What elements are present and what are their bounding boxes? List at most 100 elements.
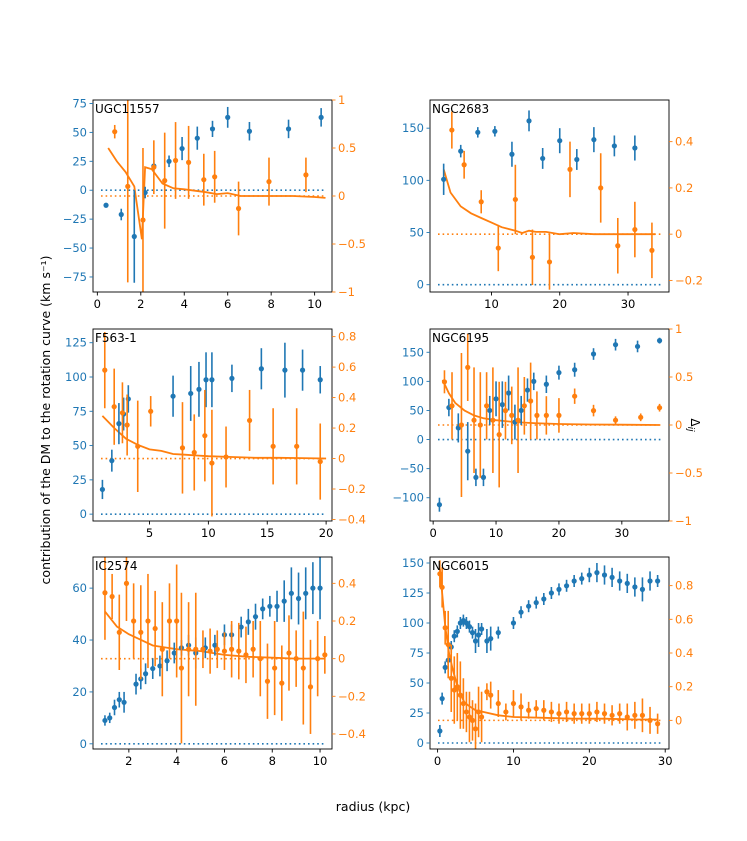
blue-data-point (194, 135, 200, 141)
orange-data-point (471, 417, 477, 423)
orange-data-point (647, 717, 653, 723)
orange-data-point (193, 646, 199, 652)
orange-data-point (466, 714, 473, 720)
orange-data-point (116, 629, 122, 635)
right-y-tick-label: 0.5 (675, 370, 693, 384)
blue-data-point (288, 590, 294, 596)
blue-data-point (465, 448, 471, 454)
x-tick-label: 8 (267, 297, 274, 311)
orange-data-point (109, 593, 115, 600)
orange-data-point (612, 417, 619, 423)
right-y-tick-label: 0.4 (675, 646, 693, 660)
blue-data-point (310, 585, 316, 591)
left-y-tick-label: 125 (402, 586, 424, 600)
plot-area (101, 557, 328, 745)
blue-data-point (499, 402, 505, 408)
left-y-tick-label: −50 (400, 462, 424, 476)
left-y-tick-label: −75 (63, 270, 87, 284)
right-y-tick-label: 0.2 (675, 181, 693, 195)
panel-title: UGC11557 (95, 102, 160, 116)
orange-data-point (609, 712, 615, 718)
left-y-tick-label: 75 (409, 646, 424, 660)
blue-data-point (451, 633, 457, 639)
right-y-tick-label: 1 (675, 322, 682, 336)
blue-data-point (102, 717, 108, 724)
left-y-tick-label: 150 (402, 345, 424, 359)
orange-data-point (512, 196, 518, 203)
left-y-tick-label: 0 (80, 507, 87, 521)
orange-data-point (567, 166, 573, 172)
orange-data-point (140, 217, 146, 223)
orange-data-point (477, 422, 483, 428)
orange-data-point (272, 665, 278, 671)
orange-data-point (528, 398, 534, 404)
plot-area (438, 110, 661, 290)
orange-data-point (624, 714, 630, 720)
orange-data-point (556, 412, 562, 418)
left-y-tick-label: 50 (72, 125, 87, 139)
blue-data-point (142, 189, 148, 196)
orange-data-point (461, 162, 467, 168)
panel-ugc11557: 0 2 4 6 8 10 −75 −50 −25 0 25 50 75 −1 −0.5 0 0.5 1 UGC115… (63, 93, 366, 311)
orange-data-point (632, 712, 638, 718)
blue-data-point (572, 367, 578, 373)
blue-data-point (171, 650, 177, 656)
blue-data-point (203, 377, 209, 383)
orange-data-point (123, 580, 130, 586)
blue-data-point (612, 342, 619, 348)
y-axis-label: contribution of the DM to the rotation c… (38, 256, 53, 585)
blue-data-point (590, 351, 597, 357)
x-tick-label: 6 (221, 754, 228, 768)
orange-data-point (518, 704, 524, 710)
right-y-tick-label: 0.2 (675, 680, 693, 694)
orange-model-curve (101, 415, 327, 460)
right-y-tick-label: −0.4 (338, 727, 366, 741)
left-y-tick-label: 150 (402, 121, 424, 135)
x-tick-label: 4 (173, 754, 180, 768)
orange-data-point (543, 412, 549, 418)
blue-data-point (647, 578, 653, 584)
orange-data-point (102, 367, 108, 373)
blue-data-point (632, 145, 638, 151)
left-y-tick-label: 20 (72, 685, 87, 699)
x-tick-label: 15 (260, 526, 275, 540)
orange-data-point (617, 711, 623, 717)
blue-data-point (131, 233, 137, 240)
blue-data-point (209, 377, 215, 383)
orange-data-point (223, 454, 229, 460)
blue-data-point (99, 486, 106, 493)
right-y-tick-label: 0 (675, 713, 682, 727)
orange-data-point (638, 414, 644, 420)
orange-data-point (458, 422, 465, 428)
orange-data-point (495, 700, 501, 707)
blue-data-point (591, 137, 597, 143)
blue-data-point (495, 630, 501, 636)
orange-data-point (315, 656, 321, 662)
right-y-tick-label: 0.8 (675, 579, 693, 593)
x-tick-label: 0 (94, 297, 101, 311)
blue-data-point (480, 474, 487, 480)
x-tick-label: 30 (615, 526, 630, 540)
blue-data-point (557, 138, 563, 144)
blue-data-point (463, 620, 470, 626)
panel-title: NGC6015 (432, 559, 489, 573)
orange-data-point (207, 648, 213, 654)
orange-data-point (449, 403, 455, 409)
orange-data-point (191, 449, 197, 456)
orange-data-point (649, 247, 655, 253)
blue-data-point (317, 585, 323, 591)
blue-data-point (437, 728, 443, 734)
blue-data-point (601, 572, 608, 578)
orange-data-point (148, 408, 154, 414)
left-y-tick-label: −50 (63, 241, 87, 255)
blue-data-point (556, 370, 562, 376)
blue-data-point (441, 176, 447, 182)
orange-data-point (521, 403, 527, 409)
orange-data-point (465, 364, 471, 370)
orange-data-point (484, 689, 490, 695)
blue-data-point (586, 572, 592, 578)
blue-data-point (436, 502, 443, 508)
x-tick-label: 0 (434, 754, 441, 768)
right-y-tick-label: −0.2 (338, 689, 366, 703)
orange-data-point (300, 665, 306, 671)
